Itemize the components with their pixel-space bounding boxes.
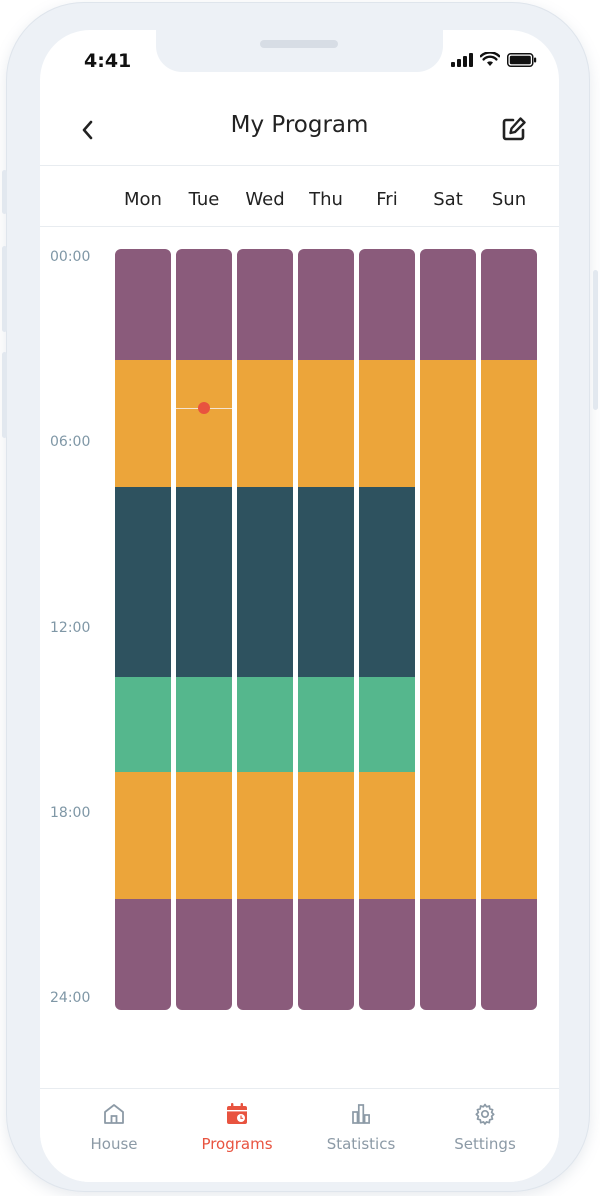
schedule-block-night[interactable]: [298, 898, 354, 1010]
day-label-wed: Wed: [245, 189, 285, 210]
schedule-block-home[interactable]: [359, 772, 415, 899]
schedule-block-night[interactable]: [481, 249, 537, 360]
day-label-fri: Fri: [376, 189, 398, 210]
schedule-block-home[interactable]: [481, 359, 537, 899]
day-column-thu[interactable]: [298, 249, 354, 1010]
speaker: [260, 40, 338, 48]
tab-label: House: [90, 1135, 138, 1153]
schedule-block-night[interactable]: [359, 249, 415, 360]
schedule-block-home[interactable]: [237, 772, 293, 899]
schedule-block-home[interactable]: [298, 772, 354, 899]
notch: [156, 30, 443, 72]
time-label-24: 24:00: [50, 990, 91, 1006]
day-label-sat: Sat: [433, 189, 463, 210]
schedule-block-away[interactable]: [359, 486, 415, 677]
header: My Program: [40, 92, 559, 166]
schedule-block-night[interactable]: [420, 249, 476, 360]
schedule-block-night[interactable]: [176, 249, 232, 360]
bar-chart-icon: [352, 1104, 370, 1124]
schedule-block-night[interactable]: [420, 898, 476, 1010]
schedule-block-night[interactable]: [481, 898, 537, 1010]
chevron-left-icon: [82, 120, 93, 140]
back-button[interactable]: [74, 116, 102, 144]
edit-icon: [502, 117, 526, 141]
tab-settings[interactable]: Settings: [435, 1101, 535, 1153]
time-label-06: 06:00: [50, 434, 91, 450]
day-label-sun: Sun: [491, 189, 527, 210]
house-icon: [104, 1104, 124, 1124]
days-header: Mon Tue Wed Thu Fri Sat Sun: [40, 167, 559, 227]
page-title: My Program: [230, 112, 369, 138]
phone-side-button: [2, 170, 7, 214]
schedule-block-away[interactable]: [115, 486, 171, 677]
time-label-00: 00:00: [50, 249, 91, 265]
phone-side-button: [2, 246, 7, 332]
tab-label: Statistics: [326, 1135, 396, 1153]
schedule-block-night[interactable]: [115, 898, 171, 1010]
schedule-block-away[interactable]: [237, 486, 293, 677]
schedule-block-home[interactable]: [237, 359, 293, 487]
calendar-clock-icon: [227, 1103, 247, 1124]
schedule-block-night[interactable]: [237, 898, 293, 1010]
app-screen: 4:41 My Program Mon Tue Wed: [40, 30, 559, 1182]
phone-side-button: [593, 270, 598, 410]
weekly-schedule: [40, 30, 559, 1182]
tab-programs[interactable]: Programs: [187, 1101, 287, 1153]
phone-side-button: [2, 352, 7, 438]
wifi-icon: [480, 52, 500, 66]
status-time: 4:41: [84, 50, 132, 72]
day-column-fri[interactable]: [359, 249, 415, 1010]
schedule-block-eco[interactable]: [176, 676, 232, 773]
gear-icon: [475, 1103, 495, 1125]
schedule-block-home[interactable]: [115, 359, 171, 487]
tab-house[interactable]: House: [64, 1101, 164, 1153]
tab-statistics[interactable]: Statistics: [311, 1101, 411, 1153]
edit-button[interactable]: [499, 114, 529, 144]
day-column-wed[interactable]: [237, 249, 293, 1010]
status-icons: [451, 52, 537, 67]
schedule-block-eco[interactable]: [237, 676, 293, 773]
schedule-block-night[interactable]: [176, 898, 232, 1010]
schedule-block-night[interactable]: [298, 249, 354, 360]
schedule-block-away[interactable]: [176, 486, 232, 677]
schedule-block-home[interactable]: [359, 359, 415, 487]
day-column-sun[interactable]: [481, 249, 537, 1010]
schedule-block-home[interactable]: [298, 359, 354, 487]
time-label-18: 18:00: [50, 805, 91, 821]
day-column-tue[interactable]: [176, 249, 232, 1010]
tab-label: Settings: [454, 1135, 516, 1153]
schedule-block-night[interactable]: [359, 898, 415, 1010]
schedule-block-eco[interactable]: [115, 676, 171, 773]
battery-icon: [507, 52, 537, 67]
day-label-tue: Tue: [188, 189, 220, 210]
day-label-mon: Mon: [124, 189, 162, 210]
schedule-block-night[interactable]: [115, 249, 171, 360]
schedule-block-night[interactable]: [237, 249, 293, 360]
schedule-block-home[interactable]: [115, 772, 171, 899]
time-label-12: 12:00: [50, 620, 91, 636]
tab-bar: House Programs Statistics: [40, 1088, 559, 1182]
schedule-block-eco[interactable]: [359, 676, 415, 773]
day-column-sat[interactable]: [420, 249, 476, 1010]
schedule-block-home[interactable]: [176, 772, 232, 899]
schedule-block-home[interactable]: [176, 359, 232, 487]
day-label-thu: Thu: [309, 189, 343, 210]
schedule-block-away[interactable]: [298, 486, 354, 677]
day-column-mon[interactable]: [115, 249, 171, 1010]
time-cursor-handle[interactable]: [198, 401, 210, 414]
schedule-block-home[interactable]: [420, 359, 476, 899]
tab-label: Programs: [201, 1135, 273, 1153]
schedule-block-eco[interactable]: [298, 676, 354, 773]
signal-icon: [451, 52, 473, 67]
